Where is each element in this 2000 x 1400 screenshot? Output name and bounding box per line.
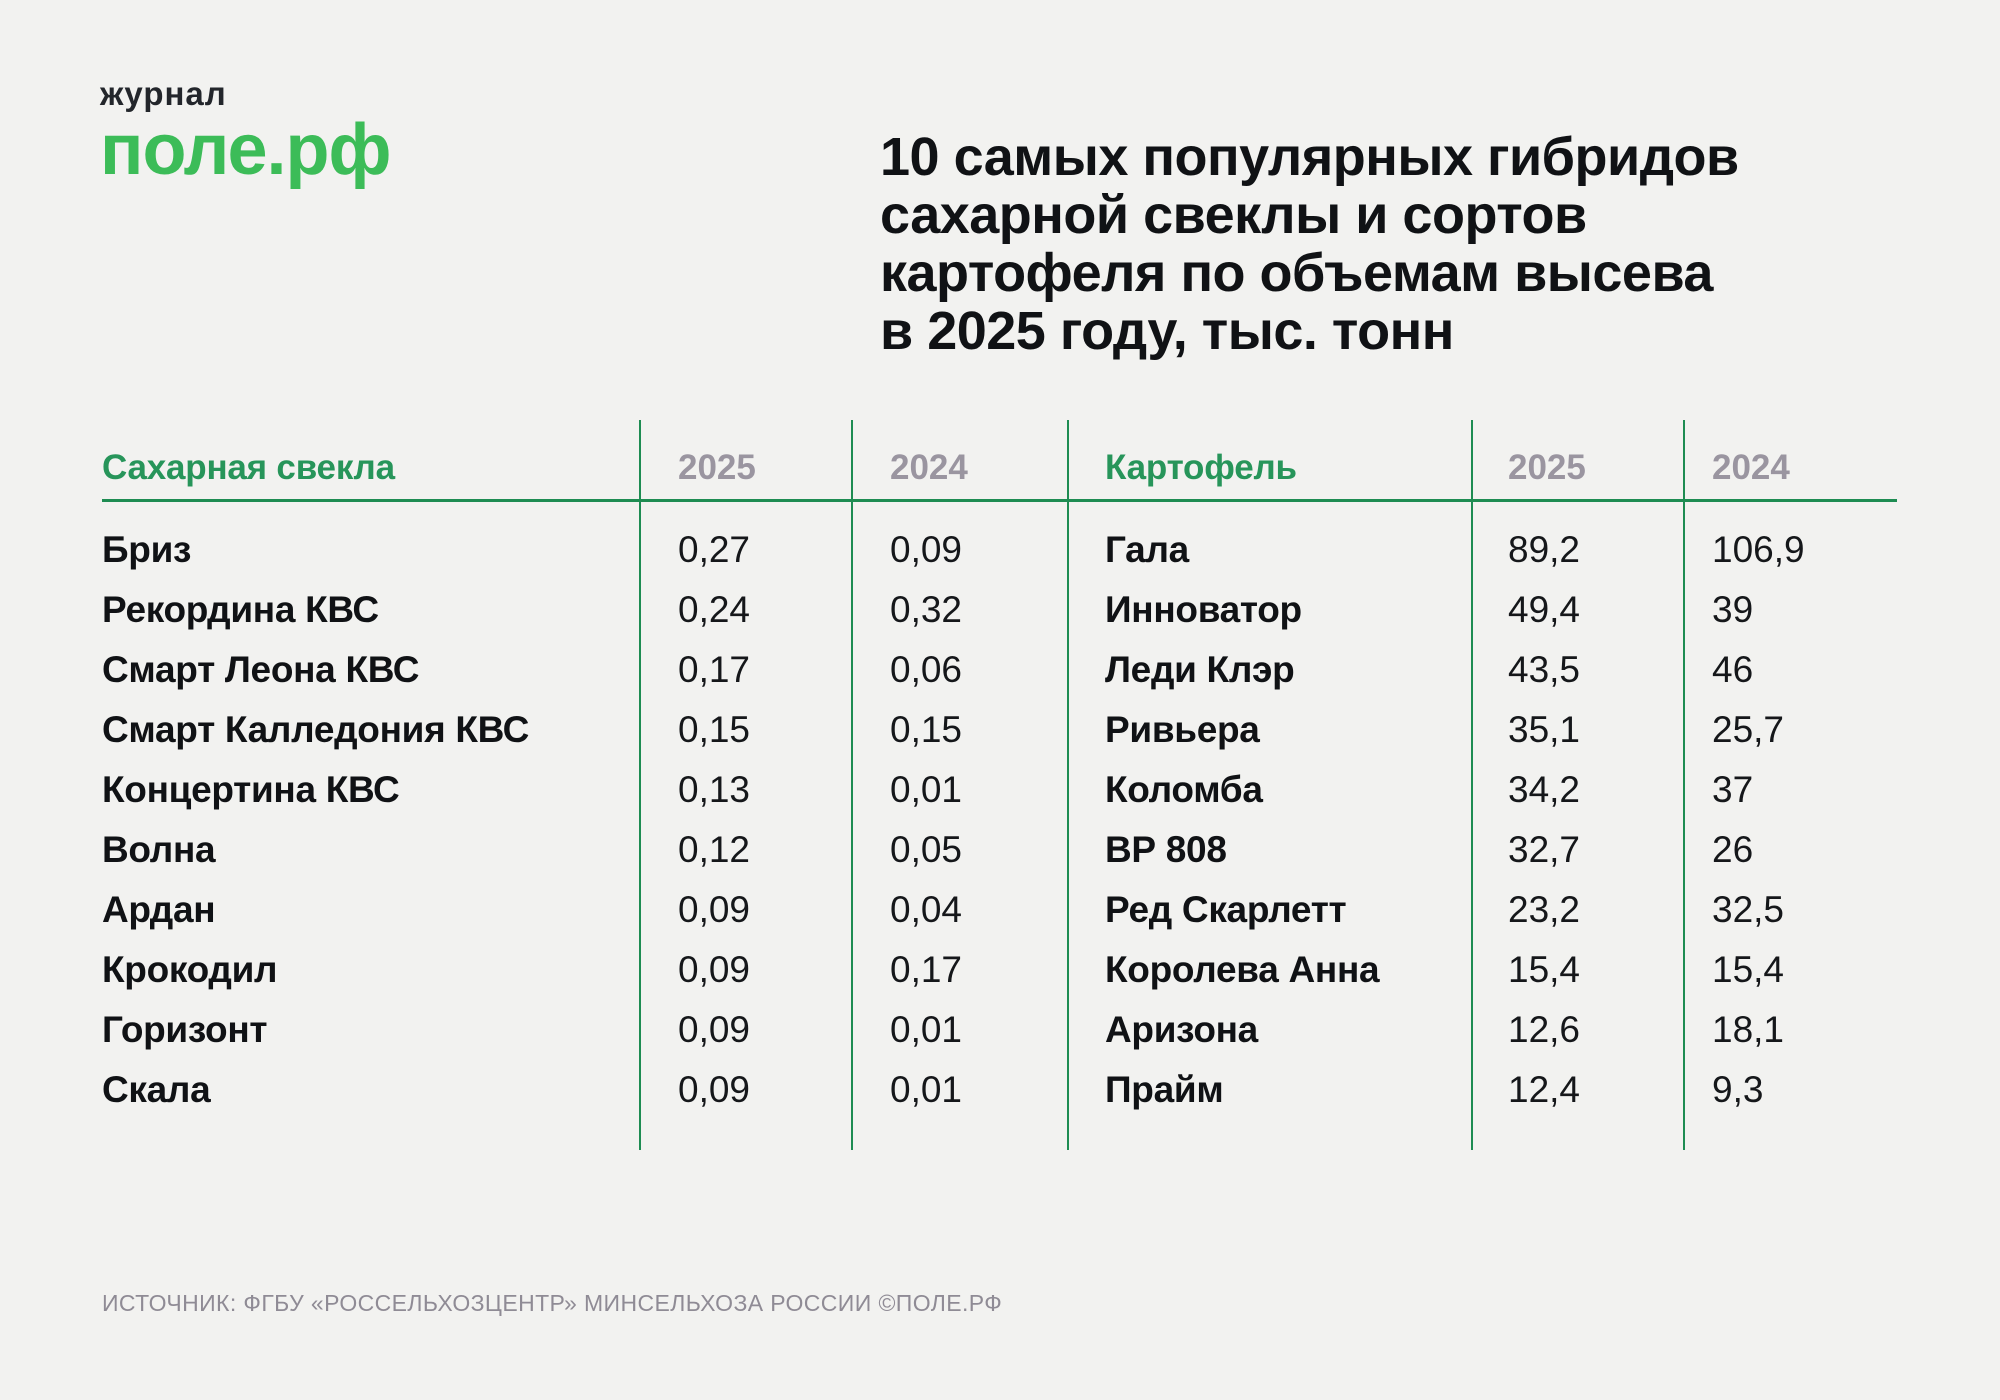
potato-year-2025-header: 2025 [1508,448,1586,487]
potato-2024-value: 32,5 [1712,889,1785,930]
table-row: Крокодил 0,09 0,17 Королева Анна 15,4 15,4 [0,940,2000,1000]
beet-2025-value: 0,13 [678,769,751,810]
beet-name-cell: Горизонт [102,1009,268,1050]
beet-2025-value: 0,09 [678,1009,751,1050]
column-divider-2 [851,420,853,1150]
potato-name-cell: Леди Клэр [1105,649,1295,690]
beet-2024-value: 0,17 [890,949,963,990]
potato-2025-value: 12,4 [1508,1069,1581,1110]
potato-2024-value: 46 [1712,649,1754,690]
table-row: Бриз 0,27 0,09 Гала 89,2 106,9 [0,520,2000,580]
beet-name-cell: Волна [102,829,216,870]
logo-journal-label: журнал [100,75,227,112]
table-row: Волна 0,12 0,05 ВР 808 32,7 26 [0,820,2000,880]
potato-2025-value: 34,2 [1508,769,1581,810]
beet-2025-value: 0,09 [678,889,751,930]
beet-2024-value: 0,09 [890,529,963,570]
table-row: Скала 0,09 0,01 Прайм 12,4 9,3 [0,1060,2000,1120]
potato-2025-value: 32,7 [1508,829,1581,870]
potato-name-cell: Коломба [1105,769,1263,810]
beet-name-cell: Крокодил [102,949,278,990]
potato-2025-value: 12,6 [1508,1009,1581,1050]
header-underline [102,499,1897,502]
infographic-title: 10 самых популярных гибридов сахарной св… [880,127,1739,362]
beet-name-cell: Концертина КВС [102,769,400,810]
beet-2024-value: 0,01 [890,769,963,810]
potato-section-header: Картофель [1105,448,1297,487]
beet-2024-value: 0,04 [890,889,963,930]
column-divider-4 [1471,420,1473,1150]
beet-2024-value: 0,01 [890,1009,963,1050]
beet-2025-value: 0,12 [678,829,751,870]
potato-2025-value: 43,5 [1508,649,1581,690]
potato-2024-value: 18,1 [1712,1009,1785,1050]
beet-2024-value: 0,15 [890,709,963,750]
pole-rf-logo: журнал поле.рф [100,75,391,191]
column-divider-1 [639,420,641,1150]
beet-2025-value: 0,09 [678,1069,751,1110]
potato-name-cell: ВР 808 [1105,829,1227,870]
beet-2025-value: 0,24 [678,589,751,630]
beet-2024-value: 0,05 [890,829,963,870]
table-header-row: Сахарная свекла 2025 2024 Картофель 2025… [0,420,2000,501]
beet-name-cell: Бриз [102,529,192,570]
beet-section-header: Сахарная свекла [102,448,395,487]
table-row: Рекордина КВС 0,24 0,32 Инноватор 49,4 39 [0,580,2000,640]
table-row: Ардан 0,09 0,04 Ред Скарлетт 23,2 32,5 [0,880,2000,940]
potato-2024-value: 37 [1712,769,1754,810]
source-note: ИСТОЧНИК: ФГБУ «РОССЕЛЬХОЗЦЕНТР» МИНСЕЛЬ… [102,1290,1003,1316]
beet-2025-value: 0,27 [678,529,751,570]
column-divider-5 [1683,420,1685,1150]
potato-2025-value: 35,1 [1508,709,1581,750]
potato-2025-value: 15,4 [1508,949,1581,990]
potato-name-cell: Ред Скарлетт [1105,889,1347,930]
potato-name-cell: Прайм [1105,1069,1224,1110]
beet-2024-value: 0,06 [890,649,963,690]
beet-name-cell: Рекордина КВС [102,589,379,630]
potato-year-2024-header: 2024 [1712,448,1790,487]
table-row: Смарт Леона КВС 0,17 0,06 Леди Клэр 43,5 46 [0,640,2000,700]
beet-name-cell: Скала [102,1069,211,1110]
logo-brand-name: поле.рф [100,110,391,191]
potato-name-cell: Инноватор [1105,589,1302,630]
beet-2025-value: 0,09 [678,949,751,990]
beet-year-2024-header: 2024 [890,448,968,487]
potato-name-cell: Гала [1105,529,1189,570]
beet-2024-value: 0,01 [890,1069,963,1110]
beet-year-2025-header: 2025 [678,448,756,487]
beet-name-cell: Смарт Леона КВС [102,649,420,690]
beet-name-cell: Смарт Калледония КВС [102,709,530,750]
potato-2024-value: 26 [1712,829,1754,870]
potato-2024-value: 15,4 [1712,949,1785,990]
potato-2024-value: 9,3 [1712,1069,1764,1110]
potato-name-cell: Ривьера [1105,709,1260,750]
potato-2024-value: 39 [1712,589,1754,630]
column-divider-3 [1067,420,1069,1150]
potato-name-cell: Аризона [1105,1009,1258,1050]
table-row: Концертина КВС 0,13 0,01 Коломба 34,2 37 [0,760,2000,820]
beet-2025-value: 0,17 [678,649,751,690]
beet-2024-value: 0,32 [890,589,963,630]
table-row: Смарт Калледония КВС 0,15 0,15 Ривьера 35,1 2… [0,700,2000,760]
potato-2025-value: 23,2 [1508,889,1581,930]
potato-2024-value: 106,9 [1712,529,1805,570]
potato-2025-value: 49,4 [1508,589,1581,630]
beet-name-cell: Ардан [102,889,216,930]
potato-2024-value: 25,7 [1712,709,1785,750]
beet-2025-value: 0,15 [678,709,751,750]
potato-name-cell: Королева Анна [1105,949,1380,990]
table-row: Горизонт 0,09 0,01 Аризона 12,6 18,1 [0,1000,2000,1060]
potato-2025-value: 89,2 [1508,529,1581,570]
table-rows: Бриз 0,27 0,09 Гала 89,2 106,9 Рекордина КВС 0,… [0,520,2000,1120]
